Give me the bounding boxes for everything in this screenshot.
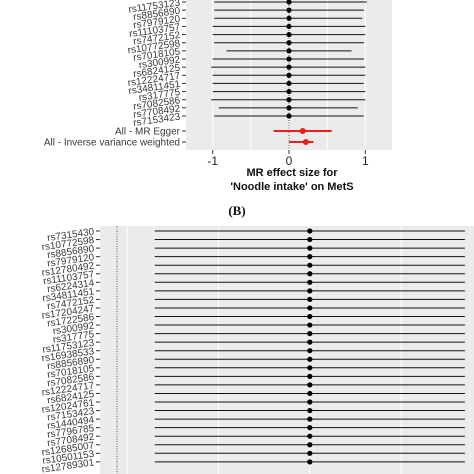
point-estimate bbox=[307, 262, 313, 268]
x-tick-label: 1 bbox=[362, 154, 369, 168]
point-estimate bbox=[286, 105, 292, 111]
forest-plot-a: rs7153423rs7708492rs7082586rs317775rs348… bbox=[44, 0, 392, 193]
point-estimate bbox=[307, 365, 313, 371]
point-estimate bbox=[286, 15, 292, 21]
point-estimate bbox=[307, 407, 313, 414]
point-estimate bbox=[307, 228, 313, 234]
point-estimate bbox=[286, 23, 292, 30]
plot-a-x-ticks: -1 0 1 bbox=[207, 150, 369, 168]
point-estimate bbox=[307, 288, 313, 294]
point-estimate bbox=[307, 433, 313, 439]
point-estimate bbox=[307, 416, 313, 422]
point-estimate bbox=[286, 7, 292, 13]
point-estimate bbox=[307, 305, 313, 311]
point-estimate bbox=[307, 245, 313, 251]
point-estimate bbox=[286, 72, 292, 78]
point-estimate bbox=[307, 382, 313, 388]
point-estimate bbox=[307, 296, 313, 302]
x-axis-label-line2: 'Noodle intake' on MetS bbox=[230, 181, 353, 193]
point-estimate bbox=[286, 56, 292, 62]
plot-a-snp-rows: rs7153423rs7708492rs7082586rs317775rs348… bbox=[127, 0, 367, 129]
point-estimate bbox=[307, 425, 313, 431]
x-axis-label-line1: MR effect size for bbox=[246, 167, 338, 179]
point-estimate bbox=[307, 399, 313, 405]
point-estimate bbox=[286, 88, 292, 95]
point-estimate bbox=[307, 331, 313, 337]
point-estimate bbox=[307, 348, 313, 354]
point-estimate bbox=[286, 64, 292, 70]
point-estimate bbox=[307, 339, 313, 345]
forest-plot-b: rs7315430rs10772598rs8856890rs7979120rs1… bbox=[41, 226, 474, 474]
point-estimate bbox=[307, 442, 313, 448]
summary-estimate bbox=[302, 139, 309, 145]
x-tick-label: 0 bbox=[286, 154, 293, 168]
point-estimate bbox=[286, 113, 292, 119]
point-estimate bbox=[307, 450, 313, 456]
point-estimate bbox=[307, 390, 313, 397]
plot-b-background bbox=[100, 226, 474, 474]
point-estimate bbox=[307, 459, 313, 465]
panel-b-label: (B) bbox=[228, 203, 245, 218]
point-estimate bbox=[286, 48, 292, 54]
point-estimate bbox=[307, 322, 313, 328]
summary-estimate bbox=[299, 128, 306, 134]
point-estimate bbox=[307, 356, 313, 362]
x-tick-label: -1 bbox=[207, 154, 218, 168]
point-estimate bbox=[286, 80, 292, 87]
point-estimate bbox=[286, 0, 292, 5]
plot-b-snp-rows: rs7315430rs10772598rs8856890rs7979120rs1… bbox=[41, 226, 465, 474]
point-estimate bbox=[286, 40, 292, 46]
point-estimate bbox=[307, 373, 313, 379]
point-estimate bbox=[307, 236, 313, 243]
point-estimate bbox=[307, 313, 313, 320]
point-estimate bbox=[307, 254, 313, 260]
point-estimate bbox=[286, 31, 292, 38]
summary-label: All - Inverse variance weighted bbox=[44, 138, 180, 149]
point-estimate bbox=[307, 271, 313, 277]
point-estimate bbox=[307, 279, 313, 285]
point-estimate bbox=[286, 97, 292, 103]
summary-label: All - MR Egger bbox=[115, 127, 181, 138]
